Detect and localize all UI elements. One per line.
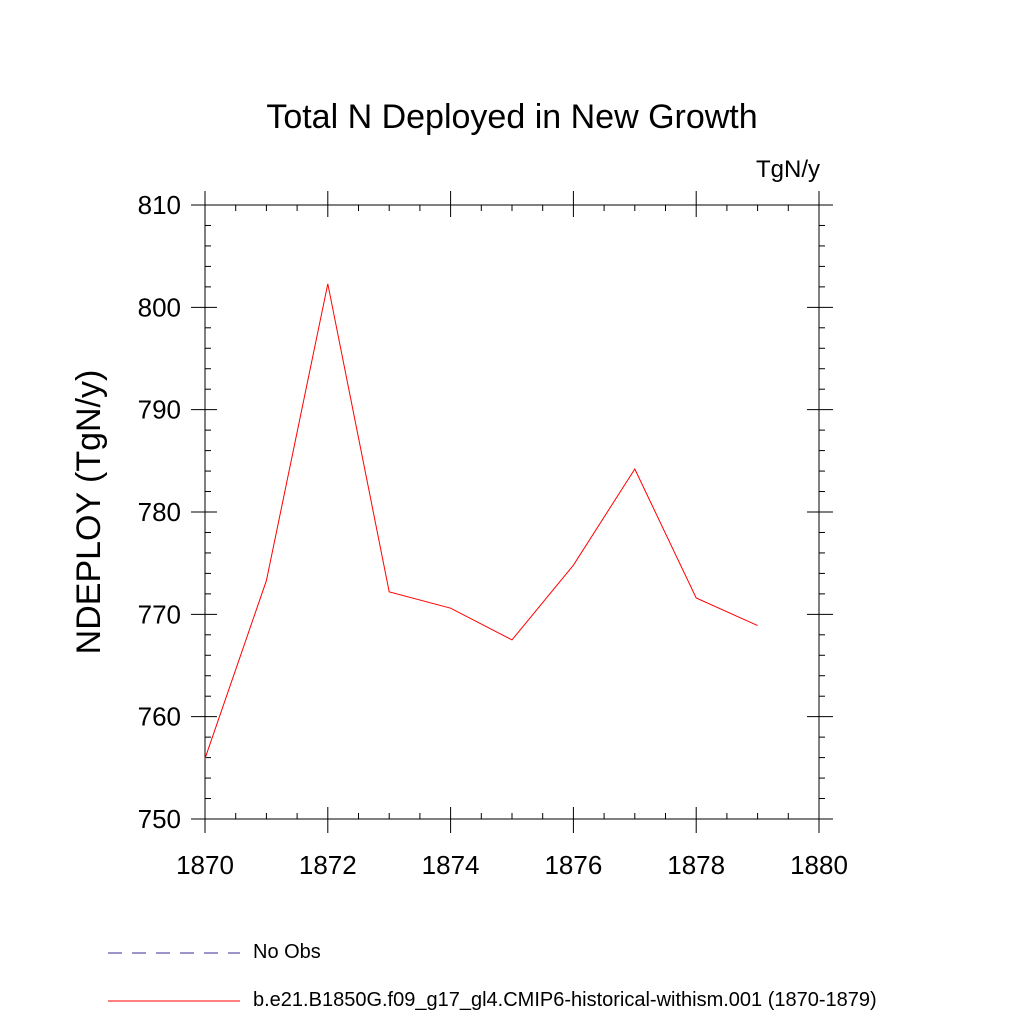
y-axis-label: NDEPLOY (TgN/y) — [70, 370, 108, 655]
tick-labels: 750 760 770 780 790 800 810 1870 1872 1874 1876 187… — [138, 190, 848, 880]
legend-entry-model-run: b.e21.B1850G.f09_g17_gl4.CMIP6-historica… — [253, 989, 877, 1011]
minor-ticks — [205, 205, 825, 819]
y-tick-label: 780 — [138, 497, 181, 527]
x-tick-label: 1870 — [176, 850, 234, 880]
y-tick-label: 790 — [138, 395, 181, 425]
x-tick-label: 1880 — [790, 850, 848, 880]
legend-lines — [108, 952, 240, 1002]
chart-title: Total N Deployed in New Growth — [266, 98, 758, 136]
y-tick-label: 750 — [138, 804, 181, 834]
x-tick-label: 1874 — [422, 850, 480, 880]
x-tick-label: 1876 — [544, 850, 602, 880]
y-tick-label: 770 — [138, 599, 181, 629]
major-ticks — [191, 191, 833, 833]
y-tick-label: 810 — [138, 190, 181, 220]
series-layer — [204, 283, 758, 759]
plot-frame — [204, 204, 820, 820]
y-tick-label: 800 — [138, 292, 181, 322]
series-line-1 — [204, 283, 758, 759]
y-tick-label: 760 — [138, 702, 181, 732]
units-label: TgN/y — [755, 156, 820, 183]
x-tick-label: 1878 — [667, 850, 725, 880]
x-tick-label: 1872 — [299, 850, 357, 880]
legend-entry-no-obs: No Obs — [253, 941, 321, 963]
